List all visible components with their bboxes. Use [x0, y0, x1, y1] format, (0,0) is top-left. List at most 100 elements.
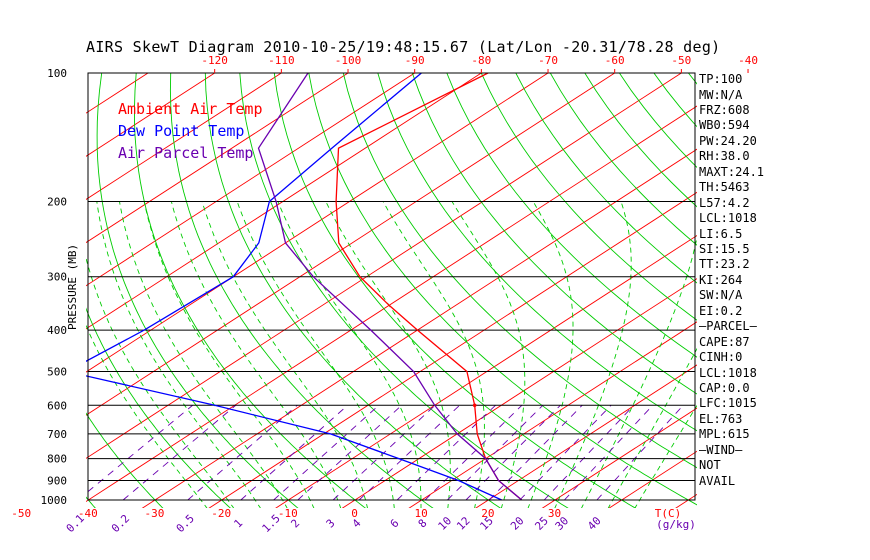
top-temp-tick-label: -50	[671, 54, 691, 67]
index-entry: TT:23.2	[699, 257, 750, 272]
index-entry: WB0:594	[699, 118, 750, 133]
dry-adiabat-line	[86, 496, 96, 508]
index-entry: MW:N/A	[699, 87, 743, 102]
isotherm-line	[275, 234, 697, 508]
pressure-tick-label: 200	[47, 196, 67, 209]
legend-air-parcel-temp: Air Parcel Temp	[118, 144, 254, 162]
mixing-ratio-tick-label: 6	[388, 517, 402, 531]
index-entry: —PARCEL—	[699, 319, 757, 334]
mixing-ratio-tick-label: 40	[585, 514, 604, 533]
bottom-temp-tick-label: -50	[11, 507, 31, 520]
index-entry: AVAIL	[699, 473, 736, 488]
moist-adiabat-line	[143, 201, 315, 508]
isotherm-line	[208, 191, 697, 508]
top-temp-tick-label: -100	[335, 54, 362, 67]
mixing-ratio-line	[488, 404, 583, 501]
mixing-ratio-line	[240, 404, 348, 501]
isotherm-line	[141, 148, 697, 508]
moist-adiabat-line	[201, 201, 368, 508]
bottom-temp-tick-label: -30	[145, 507, 165, 520]
pressure-tick-label: 100	[47, 67, 67, 80]
mixing-ratio-line	[564, 404, 654, 501]
pressure-tick-label: 900	[47, 474, 67, 487]
mixing-ratio-tick-label: 0.2	[109, 512, 132, 535]
isotherm-line	[86, 105, 697, 503]
mixing-ratio-line	[187, 404, 298, 501]
parcel-marker	[472, 403, 477, 408]
index-entry: LFC:1015	[699, 396, 757, 411]
moist-adiabat-line	[607, 347, 697, 508]
index-entry: CAPE:87	[699, 334, 750, 349]
dry-adiabat-line	[169, 73, 434, 508]
mixing-ratio-tick-label: 3	[324, 517, 338, 531]
bottom-temp-tick-label: 10	[415, 507, 428, 520]
moist-adiabat-line	[86, 256, 235, 508]
index-entry: LCL:1018	[699, 365, 757, 380]
mixing-ratio-tick-label: 0.5	[174, 512, 197, 535]
top-temp-tick-label: -70	[538, 54, 558, 67]
series-line-air-parcel-temp	[257, 73, 523, 501]
index-entry: TP:100	[699, 72, 743, 86]
isotherm-line	[86, 73, 215, 157]
bottom-temp-tick-label: -40	[78, 507, 98, 520]
pressure-tick-label: 400	[47, 324, 67, 337]
bottom-temp-tick-label: 30	[548, 507, 561, 520]
mixing-ratio-line	[447, 404, 544, 501]
dry-adiabat-line	[342, 73, 697, 469]
index-entry: CINH:0	[699, 350, 743, 365]
dry-adiabat-line	[134, 73, 367, 508]
top-temp-tick-label: -120	[201, 54, 228, 67]
mixing-ratio-line	[273, 404, 380, 501]
mixing-ratio-line	[297, 404, 402, 501]
dry-adiabat-line	[86, 307, 231, 508]
index-entry: L57:4.2	[699, 195, 750, 210]
isotherm-line	[341, 278, 697, 508]
moist-adiabat-line	[277, 201, 422, 508]
index-entry: LCL:1018	[699, 211, 757, 225]
dry-adiabat-line	[411, 73, 697, 395]
grid-lines	[86, 73, 870, 509]
pressure-tick-label: 600	[47, 399, 67, 412]
dry-adiabat-line	[792, 73, 870, 509]
moist-adiabat-line	[96, 201, 261, 508]
dry-adiabat-line	[86, 412, 164, 508]
mixing-ratio-line	[396, 404, 496, 501]
pressure-tick-label: 700	[47, 428, 67, 441]
mixing-ratio-tick-label: 20	[508, 514, 527, 533]
bottom-temp-tick-label: -10	[278, 507, 298, 520]
index-entry: MAXT:24.1	[699, 164, 765, 179]
bottom-temp-unit: T(C)	[655, 507, 682, 520]
isotherm-line	[541, 407, 697, 508]
moist-adiabat-line	[451, 201, 526, 508]
pressure-tick-label: 500	[47, 365, 67, 378]
isotherm-line	[86, 73, 415, 287]
index-entry: EI:0.2	[699, 303, 743, 318]
index-entry: SI:15.5	[699, 241, 750, 256]
mixing-ratio-line	[465, 404, 561, 501]
index-entry: RH:38.0	[699, 149, 750, 164]
top-temp-tick-label: -110	[268, 54, 295, 67]
mixing-ratio-tick-label: 10	[436, 514, 455, 533]
moist-adiabat-line	[581, 235, 697, 508]
mixing-ratio-line	[596, 404, 684, 501]
index-entry: EL:763	[699, 411, 743, 426]
index-entry: LI:6.5	[699, 226, 743, 241]
dry-adiabat-line	[757, 73, 870, 509]
moist-adiabat-line	[382, 201, 485, 508]
legend-dew-point-temp: Dew Point Temp	[118, 122, 245, 140]
isotherm-line	[86, 73, 549, 373]
dry-adiabat-line	[204, 73, 502, 508]
moist-adiabat-line	[527, 201, 574, 508]
pressure-tick-label: 300	[47, 271, 67, 284]
index-entry: FRZ:608	[699, 102, 750, 117]
isotherm-line	[86, 73, 349, 244]
index-entry: KI:264	[699, 272, 743, 287]
isotherm-line	[408, 321, 697, 508]
top-temp-tick-label: -60	[605, 54, 625, 67]
index-entry: TH:5463	[699, 180, 750, 195]
top-temp-tick-label: -40	[738, 54, 758, 67]
dry-adiabat-line	[308, 73, 697, 506]
mixing-ratio-line	[122, 404, 237, 501]
moist-adiabat-line	[236, 201, 395, 508]
